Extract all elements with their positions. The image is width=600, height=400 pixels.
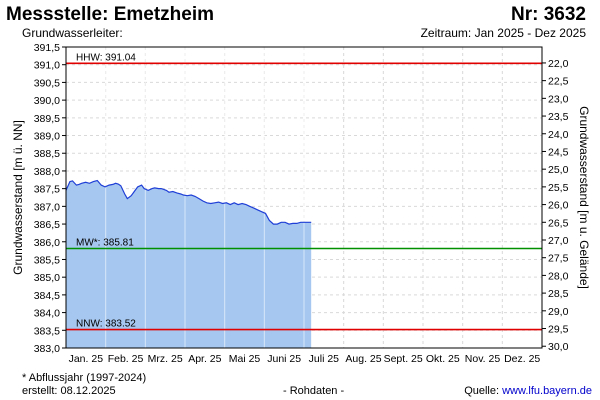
x-tick-label: Mrz. 25 (148, 353, 183, 365)
x-tick-label: Juli 25 (309, 353, 340, 365)
y2-tick-label: 26,0 (548, 200, 569, 212)
y-tick-label: 390,0 (34, 95, 60, 107)
y-tick-label: 384,0 (34, 308, 60, 320)
groundwater-line (65, 179, 312, 225)
y2-tick-label: 24,0 (548, 129, 569, 141)
aquifer-label: Grundwasserleiter: (22, 26, 123, 40)
y-tick-label: 391,5 (34, 42, 60, 54)
station-number: Nr: 3632 (511, 4, 586, 25)
period-label: Zeitraum: Jan 2025 - Dez 2025 (420, 26, 586, 40)
y-axis-title: Grundwasserstand [m ü. NN] (11, 120, 25, 275)
x-tick-label: Jan. 25 (69, 353, 104, 365)
y2-tick-label: 27,5 (548, 253, 569, 265)
x-tick-label: Aug. 25 (345, 353, 381, 365)
y-tick-label: 388,5 (34, 148, 60, 160)
y-tick-label: 391,0 (34, 60, 60, 72)
y2-tick-label: 28,0 (548, 270, 569, 282)
x-tick-label: Nov. 25 (465, 353, 501, 365)
y-tick-label: 389,5 (34, 113, 60, 125)
y2-tick-label: 28,5 (548, 288, 569, 300)
y-tick-label: 385,0 (34, 272, 60, 284)
reference-line-label: NNW: 383.52 (76, 319, 136, 330)
y2-tick-label: 30,0 (548, 341, 569, 353)
y2-tick-label: 22,5 (548, 76, 569, 88)
y2-axis-title: Grundwasserstand [m u. Gelände] (577, 106, 591, 289)
y2-tick-label: 25,0 (548, 164, 569, 176)
y-tick-label: 385,5 (34, 254, 60, 266)
raw-data-note: - Rohdaten - (283, 385, 345, 397)
plot-frame (65, 46, 543, 349)
y-tick-label: 387,0 (34, 201, 60, 213)
y-tick-label: 384,5 (34, 290, 60, 302)
source-line: Quelle: www.lfu.bayern.de (464, 385, 592, 397)
y2-tick-label: 24,5 (548, 146, 569, 158)
y2-tick-label: 23,5 (548, 111, 569, 123)
reference-line-label: MW*: 385.81 (76, 237, 134, 248)
y-tick-label: 388,0 (34, 166, 60, 178)
x-tick-label: Apr. 25 (188, 353, 221, 365)
created-date: erstellt: 08.12.2025 (22, 385, 116, 397)
x-tick-label: Feb. 25 (108, 353, 144, 365)
footnote: * Abflussjahr (1997-2024) (22, 372, 147, 384)
y2-tick-label: 29,5 (548, 324, 569, 336)
y2-tick-label: 25,5 (548, 182, 569, 194)
groundwater-area (66, 180, 312, 348)
source-prefix: Quelle: (464, 385, 503, 397)
y-tick-label: 387,5 (34, 184, 60, 196)
x-tick-label: Dez. 25 (504, 353, 540, 365)
y2-tick-label: 23,0 (548, 93, 569, 105)
x-tick-label: Juni 25 (267, 353, 301, 365)
x-tick-label: Mai 25 (229, 353, 261, 365)
reference-line-label: HHW: 391.04 (76, 52, 136, 63)
station-title: Messstelle: Emetzheim (6, 4, 215, 25)
y-tick-label: 383,0 (34, 343, 60, 355)
y2-tick-label: 29,0 (548, 306, 569, 318)
y-tick-label: 390,5 (34, 77, 60, 89)
x-tick-label: Okt. 25 (426, 353, 460, 365)
source-link[interactable]: www.lfu.bayern.de (502, 385, 592, 397)
y-tick-label: 386,0 (34, 237, 60, 249)
y-tick-label: 383,5 (34, 325, 60, 337)
y2-tick-label: 27,0 (548, 235, 569, 247)
y2-tick-label: 26,5 (548, 217, 569, 229)
y-tick-label: 389,0 (34, 131, 60, 143)
x-tick-label: Sept. 25 (384, 353, 423, 365)
y2-tick-label: 22,0 (548, 58, 569, 70)
y-tick-label: 386,5 (34, 219, 60, 231)
